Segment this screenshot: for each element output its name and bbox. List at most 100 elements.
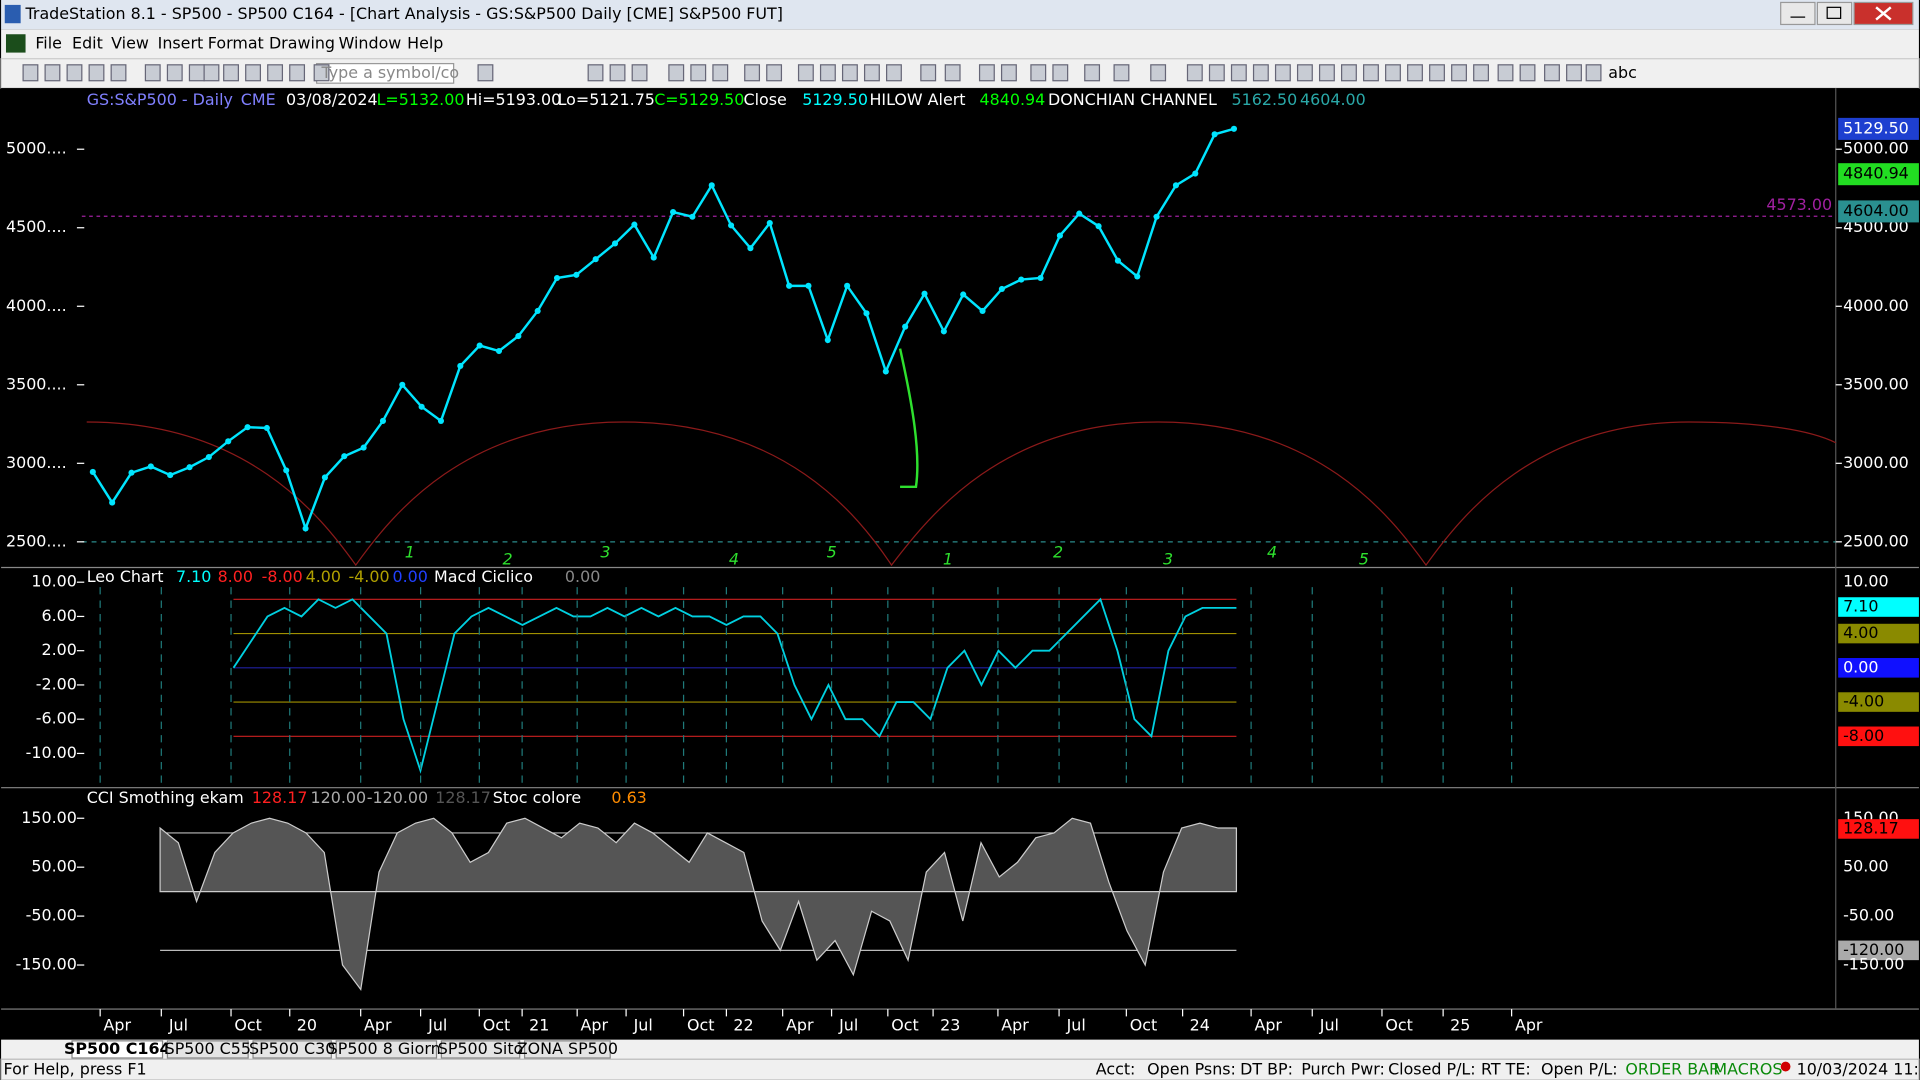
x-tick-label: Apr: [581, 1016, 609, 1035]
menu-item[interactable]: Format: [208, 34, 264, 53]
toolbar-button[interactable]: [587, 64, 604, 82]
toolbar-button[interactable]: [1473, 64, 1489, 82]
toolbar-button[interactable]: [1429, 64, 1445, 82]
sheet-tab[interactable]: [335, 1040, 438, 1059]
close-point: [1076, 210, 1083, 217]
toolbar-button[interactable]: [267, 64, 284, 82]
toolbar-button[interactable]: [1113, 64, 1130, 82]
x-tick-label: Apr: [364, 1016, 392, 1035]
toolbar-button[interactable]: [766, 64, 783, 82]
toolbar-button[interactable]: [690, 64, 707, 82]
toolbar-button[interactable]: [668, 64, 685, 82]
cci-header-item: CCI Smothing ekam: [87, 788, 244, 807]
cci-header-item: -120.00: [367, 788, 428, 807]
hand-annotation: 5: [827, 542, 837, 561]
toolbar-button[interactable]: [1000, 64, 1017, 82]
y-tick-label: 2500....: [6, 531, 67, 550]
toolbar-button[interactable]: [223, 64, 239, 82]
toolbar-button[interactable]: [289, 64, 306, 82]
value-label: -120.00: [1843, 940, 1904, 959]
toolbar-button[interactable]: [144, 64, 161, 82]
sheet-tab-label: SP500 Sito: [438, 1039, 524, 1058]
toolbar-button[interactable]: [1230, 64, 1247, 82]
toolbar-button[interactable]: [1585, 64, 1602, 82]
toolbar-button[interactable]: [1208, 64, 1225, 82]
toolbar-button[interactable]: [744, 64, 761, 82]
close-point: [631, 221, 638, 228]
status-item: For Help, press F1: [4, 1060, 147, 1079]
toolbar-button[interactable]: [1519, 64, 1536, 82]
toolbar-button[interactable]: [1296, 64, 1313, 82]
sheet-tab[interactable]: [523, 1040, 611, 1059]
toolbar-button[interactable]: [886, 64, 902, 82]
toolbar-button[interactable]: [978, 64, 995, 82]
toolbar-button[interactable]: [477, 64, 494, 82]
toolbar-button[interactable]: [1252, 64, 1269, 82]
close-point: [476, 342, 483, 349]
toolbar-button[interactable]: [1497, 64, 1514, 82]
sheet-tab[interactable]: [166, 1040, 249, 1059]
toolbar-button[interactable]: [1186, 64, 1203, 82]
menu-item[interactable]: Help: [407, 34, 443, 53]
menu-item[interactable]: Window: [339, 34, 402, 53]
toolbar-button[interactable]: [1052, 64, 1069, 82]
leo-header-item: 7.10: [176, 567, 211, 586]
sheet-tab[interactable]: [252, 1040, 332, 1059]
x-tick-label: 25: [1450, 1016, 1470, 1035]
sheet-tab[interactable]: [71, 1040, 164, 1059]
toolbar-button[interactable]: [1407, 64, 1423, 82]
toolbar-button[interactable]: [203, 64, 220, 82]
close-point: [360, 444, 367, 451]
menu-item[interactable]: View: [111, 34, 149, 53]
y-tick-label: 4000....: [6, 296, 67, 315]
status-item: Open Psns:: [1147, 1060, 1236, 1079]
toolbar-button[interactable]: [66, 64, 83, 82]
hand-annotation: 3: [600, 542, 610, 561]
toolbar-button[interactable]: [245, 64, 261, 82]
menu-item[interactable]: Insert: [158, 34, 204, 53]
value-box: [1838, 623, 1919, 644]
toolbar-button[interactable]: [1544, 64, 1560, 82]
toolbar-button[interactable]: [1084, 64, 1101, 82]
toolbar-button[interactable]: [1340, 64, 1357, 82]
toolbar-button[interactable]: [863, 64, 880, 82]
toolbar-button[interactable]: [631, 64, 648, 82]
minimize-button[interactable]: [1780, 1, 1816, 26]
toolbar-button[interactable]: [1030, 64, 1047, 82]
toolbar-button[interactable]: [1150, 64, 1167, 82]
toolbar-button[interactable]: [1318, 64, 1335, 82]
toolbar-button[interactable]: [944, 64, 961, 82]
price-header-item: C=5129.50: [654, 90, 744, 109]
cci-header-item: 120.00: [311, 788, 367, 807]
toolbar-button[interactable]: [22, 64, 39, 82]
toolbar-button[interactable]: [1385, 64, 1401, 82]
menu-item[interactable]: File: [35, 34, 62, 53]
toolbar-button[interactable]: [1363, 64, 1379, 82]
toolbar-button[interactable]: [1566, 64, 1582, 82]
close-point: [418, 403, 425, 410]
toolbar-button[interactable]: [1451, 64, 1467, 82]
close-point: [437, 417, 445, 424]
toolbar-button[interactable]: [188, 64, 205, 82]
menu-item[interactable]: Edit: [72, 34, 103, 53]
toolbar-button[interactable]: [166, 64, 183, 82]
hand-drawn-line: [898, 348, 919, 489]
toolbar-button[interactable]: [44, 64, 61, 82]
toolbar-button[interactable]: [313, 64, 330, 82]
toolbar-button[interactable]: [920, 64, 937, 82]
toolbar-button[interactable]: [110, 64, 127, 82]
toolbar-button[interactable]: [88, 64, 105, 82]
toolbar-button[interactable]: [797, 64, 814, 82]
sheet-tab[interactable]: [440, 1040, 521, 1059]
toolbar-button[interactable]: [609, 64, 626, 82]
maximize-button[interactable]: [1816, 1, 1853, 26]
close-point: [1114, 257, 1121, 264]
toolbar-button[interactable]: [712, 64, 729, 82]
toolbar-button[interactable]: [1274, 64, 1291, 82]
toolbar-button[interactable]: [841, 64, 858, 82]
toolbar-button[interactable]: [819, 64, 836, 82]
leo-header-item: 0.00: [392, 567, 427, 586]
menu-item[interactable]: Drawing: [269, 34, 335, 53]
close-point: [728, 222, 735, 229]
x-tick-label: Oct: [891, 1016, 918, 1035]
